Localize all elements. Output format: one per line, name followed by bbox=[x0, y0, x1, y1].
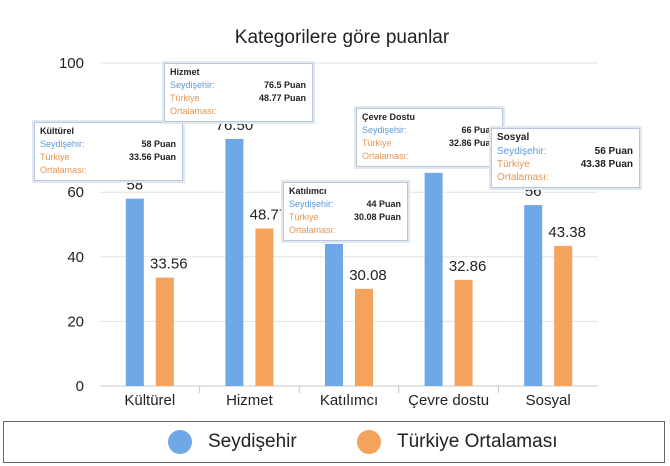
bar-seydisehir[interactable] bbox=[325, 243, 343, 386]
tooltip-sosyal: Sosyal Seydişehir: 56 Puan Türkiye Ortala… bbox=[491, 128, 640, 188]
tooltip-value: 33.56 Puan bbox=[128, 152, 176, 162]
tooltip-kulturel: Kültürel Seydişehir: 58 Puan Türkiye Orta… bbox=[34, 122, 183, 181]
tooltip-key: Türkiye Ortalaması: bbox=[289, 212, 336, 235]
tooltip-cevre-dostu: Çevre Dostu Seydişehir: 66 Puan Türkiye O… bbox=[356, 108, 503, 167]
bar-seydisehir[interactable] bbox=[125, 198, 144, 386]
y-tick-label: 0 bbox=[76, 378, 84, 395]
legend-label: Türkiye Ortalaması bbox=[397, 431, 558, 452]
tooltip-key: Türkiye Ortalaması: bbox=[170, 93, 217, 116]
legend-swatch bbox=[357, 430, 381, 454]
tooltip-katilimci: Katılımcı Seydişehir: 44 Puan Türkiye Ort… bbox=[283, 182, 408, 241]
legend-item-turkiye-ortalamasi[interactable]: Türkiye Ortalaması bbox=[357, 430, 557, 454]
tooltip-value: 58 Puan bbox=[141, 139, 176, 149]
x-tick-label: Çevre dostu bbox=[408, 392, 489, 409]
tooltip-title: Katılımcı bbox=[289, 186, 327, 196]
tooltip-title: Hizmet bbox=[170, 67, 200, 77]
bar-turkiye-ortalamasi[interactable] bbox=[155, 277, 174, 386]
data-label: 48.77 bbox=[250, 206, 288, 223]
tooltip-value: 44 Puan bbox=[366, 199, 401, 209]
tooltip-key: Türkiye Ortalaması: bbox=[40, 152, 87, 175]
data-label: 32.86 bbox=[449, 258, 487, 275]
bar-turkiye-ortalamasi[interactable] bbox=[554, 245, 573, 386]
x-tick-label: Sosyal bbox=[526, 392, 571, 409]
chart-title: Kategorilere göre puanlar bbox=[235, 27, 450, 48]
bar-turkiye-ortalamasi[interactable] bbox=[355, 288, 373, 386]
x-tick-label: Katılımcı bbox=[320, 392, 378, 409]
legend-item-seydisehir[interactable]: Seydişehir bbox=[168, 430, 297, 454]
tooltip-value: 56 Puan bbox=[594, 146, 633, 157]
chart-legend: Seydişehir Türkiye Ortalaması bbox=[3, 421, 665, 463]
tooltip-key: Seydişehir: bbox=[170, 80, 215, 90]
tooltip-value: 66 Puan bbox=[461, 125, 496, 135]
tooltip-key: Seydişehir: bbox=[289, 199, 334, 209]
legend-label: Seydişehir bbox=[208, 431, 297, 452]
tooltip-title: Çevre Dostu bbox=[362, 112, 416, 122]
x-tick-label: Kültürel bbox=[124, 392, 175, 409]
data-label: 33.56 bbox=[150, 256, 188, 273]
bar-seydisehir[interactable] bbox=[524, 205, 543, 386]
tooltip-key: Seydişehir: bbox=[362, 125, 407, 135]
tooltip-title: Kültürel bbox=[40, 126, 75, 136]
tooltip-key: Seydişehir: bbox=[40, 139, 85, 149]
y-tick-label: 100 bbox=[59, 55, 84, 72]
tooltip-value: 76.5 Puan bbox=[263, 80, 306, 90]
tooltip-title: Sosyal bbox=[497, 132, 530, 143]
x-tick-label: Hizmet bbox=[226, 392, 274, 409]
bar-turkiye-ortalamasi[interactable] bbox=[454, 279, 473, 386]
bar-seydisehir[interactable] bbox=[225, 138, 244, 386]
tooltip-key: Türkiye Ortalaması: bbox=[362, 138, 409, 161]
bar-turkiye-ortalamasi[interactable] bbox=[255, 228, 274, 386]
tooltip-key: Seydişehir: bbox=[497, 146, 547, 157]
tooltip-value: 48.77 Puan bbox=[258, 93, 306, 103]
legend-swatch bbox=[168, 430, 192, 454]
data-label: 43.38 bbox=[548, 224, 586, 241]
bar-seydisehir[interactable] bbox=[424, 172, 443, 386]
data-label: 30.08 bbox=[349, 267, 387, 284]
tooltip-key: Türkiye Ortalaması: bbox=[497, 159, 549, 183]
tooltip-value: 43.38 Puan bbox=[580, 159, 633, 170]
tooltip-hizmet: Hizmet Seydişehir: 76.5 Puan Türkiye Orta… bbox=[164, 63, 313, 122]
y-tick-label: 20 bbox=[67, 313, 84, 330]
y-tick-label: 40 bbox=[67, 249, 84, 266]
tooltip-value: 32.86 Puan bbox=[448, 138, 496, 148]
tooltip-value: 30.08 Puan bbox=[353, 212, 401, 222]
y-tick-label: 60 bbox=[67, 184, 84, 201]
